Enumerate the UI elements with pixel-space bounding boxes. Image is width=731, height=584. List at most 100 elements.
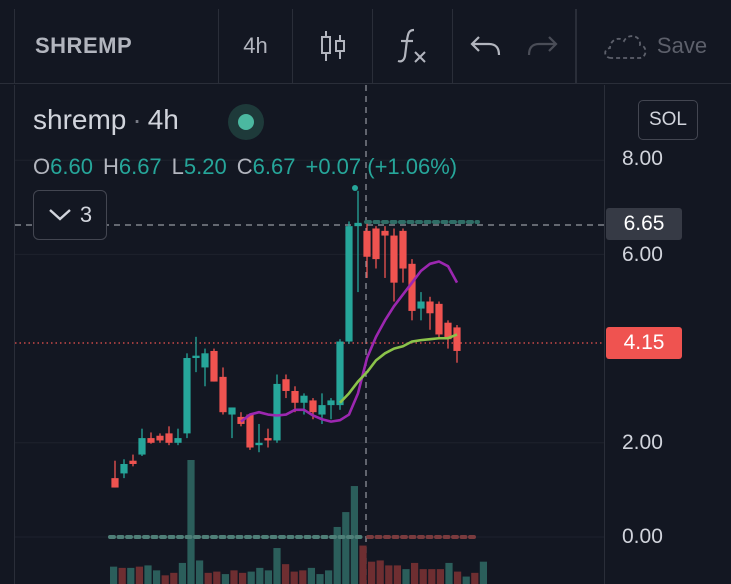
chart-type-button[interactable] bbox=[292, 9, 372, 83]
volume-bar bbox=[187, 460, 195, 584]
candle-body bbox=[417, 301, 425, 309]
save-button[interactable]: Save bbox=[576, 9, 731, 83]
volume-bar bbox=[161, 575, 169, 584]
symbol-search-button[interactable]: SHREMP bbox=[14, 9, 218, 83]
volume-bar bbox=[178, 562, 186, 584]
indicators-count: 3 bbox=[79, 202, 93, 227]
volume-bar bbox=[333, 526, 341, 584]
candle-body bbox=[444, 322, 452, 340]
price-axis[interactable] bbox=[604, 85, 731, 584]
legend-title: shremp · 4h bbox=[33, 104, 179, 136]
legend-symbol: shremp bbox=[33, 104, 127, 135]
candle-body bbox=[264, 438, 272, 441]
save-label: Save bbox=[656, 33, 708, 58]
volume-bar bbox=[454, 571, 462, 584]
status-dot-icon bbox=[238, 114, 254, 130]
volume-bar bbox=[462, 576, 470, 584]
volume-bar bbox=[213, 571, 221, 584]
candle-body bbox=[390, 235, 398, 283]
candle-body bbox=[201, 353, 209, 368]
candle-body bbox=[192, 355, 200, 359]
volume-bar bbox=[445, 562, 453, 584]
candle-body bbox=[435, 303, 443, 335]
open-label: O bbox=[33, 154, 51, 179]
volume-bar bbox=[144, 565, 152, 584]
volume-bar bbox=[307, 567, 315, 584]
candle-body bbox=[120, 463, 128, 474]
volume-bar bbox=[393, 565, 401, 584]
currency-button[interactable]: SOL bbox=[638, 100, 698, 140]
candle-body bbox=[372, 228, 380, 260]
volume-bar bbox=[135, 566, 143, 584]
candle-body bbox=[381, 230, 389, 236]
ma-fast-line bbox=[240, 260, 459, 423]
volume-bar bbox=[436, 569, 444, 584]
volume-bar bbox=[290, 571, 298, 584]
redo-icon[interactable] bbox=[525, 33, 559, 59]
candle-body bbox=[219, 376, 227, 413]
interval-button[interactable]: 4h bbox=[218, 9, 292, 83]
chevron-down-icon bbox=[49, 209, 71, 221]
volume-bar bbox=[118, 567, 126, 584]
undo-icon[interactable] bbox=[469, 33, 503, 59]
volume-bar bbox=[110, 566, 118, 584]
candle-body bbox=[183, 358, 191, 434]
candle-body bbox=[318, 405, 326, 415]
ohlc-values: O6.60 H6.67 L5.20 C6.67 +0.07 (+1.06%) bbox=[33, 154, 457, 180]
candle-body bbox=[165, 433, 173, 443]
high-label: H bbox=[102, 154, 119, 179]
candle-body bbox=[336, 341, 344, 406]
price-tick-8: 8.00 bbox=[622, 147, 663, 170]
candle-body bbox=[174, 438, 182, 443]
function-icon bbox=[397, 28, 426, 63]
legend-separator: · bbox=[132, 104, 142, 135]
price-tick-0: 0.00 bbox=[622, 525, 663, 548]
volume-bar bbox=[256, 567, 264, 584]
candle-body bbox=[309, 400, 317, 413]
volume-bar bbox=[325, 570, 333, 584]
open-value: 6.60 bbox=[50, 154, 93, 179]
undo-redo-group bbox=[452, 9, 576, 83]
indicators-button[interactable] bbox=[372, 9, 452, 83]
close-label: C bbox=[236, 154, 253, 179]
volume-bar bbox=[411, 562, 419, 584]
market-status-indicator[interactable] bbox=[228, 104, 264, 140]
volume-bar bbox=[230, 570, 238, 584]
price-tick-6: 6.00 bbox=[622, 243, 663, 266]
chart-pane[interactable] bbox=[14, 85, 605, 584]
candle-body bbox=[255, 442, 263, 446]
candle-body bbox=[273, 383, 281, 441]
volume-bar bbox=[316, 574, 324, 584]
candle-body bbox=[291, 390, 299, 403]
low-label: L bbox=[171, 154, 184, 179]
volume-bar bbox=[204, 572, 212, 584]
currency-label: SOL bbox=[648, 109, 688, 130]
candle-body bbox=[453, 327, 461, 351]
symbol-label: SHREMP bbox=[35, 33, 133, 58]
candle-body bbox=[426, 301, 434, 314]
volume-bar bbox=[359, 545, 367, 584]
candle-body bbox=[228, 407, 236, 415]
high-value: 6.67 bbox=[118, 154, 162, 179]
volume-bar bbox=[368, 561, 376, 584]
candle-body bbox=[210, 350, 218, 382]
legend-interval: 4h bbox=[147, 104, 179, 135]
candle-body bbox=[300, 395, 308, 403]
volume-bar bbox=[342, 512, 350, 584]
candle-body bbox=[147, 438, 155, 443]
volume-bar bbox=[402, 569, 410, 584]
indicators-collapse-button[interactable]: 3 bbox=[33, 190, 107, 240]
volume-bar bbox=[299, 570, 307, 584]
price-tick-2: 2.00 bbox=[622, 431, 663, 454]
candle-body bbox=[399, 230, 407, 269]
candle-body bbox=[156, 435, 164, 441]
volume-bar bbox=[247, 571, 255, 584]
high-point-marker bbox=[352, 185, 358, 191]
candle-body bbox=[138, 438, 146, 455]
volume-bar bbox=[153, 570, 161, 584]
close-value: 6.67 bbox=[252, 154, 296, 179]
change-value: +0.07 (+1.06%) bbox=[305, 154, 458, 179]
top-toolbar: SHREMP 4h Save bbox=[0, 0, 731, 84]
volume-bar bbox=[221, 574, 229, 584]
candle-body bbox=[363, 230, 371, 257]
